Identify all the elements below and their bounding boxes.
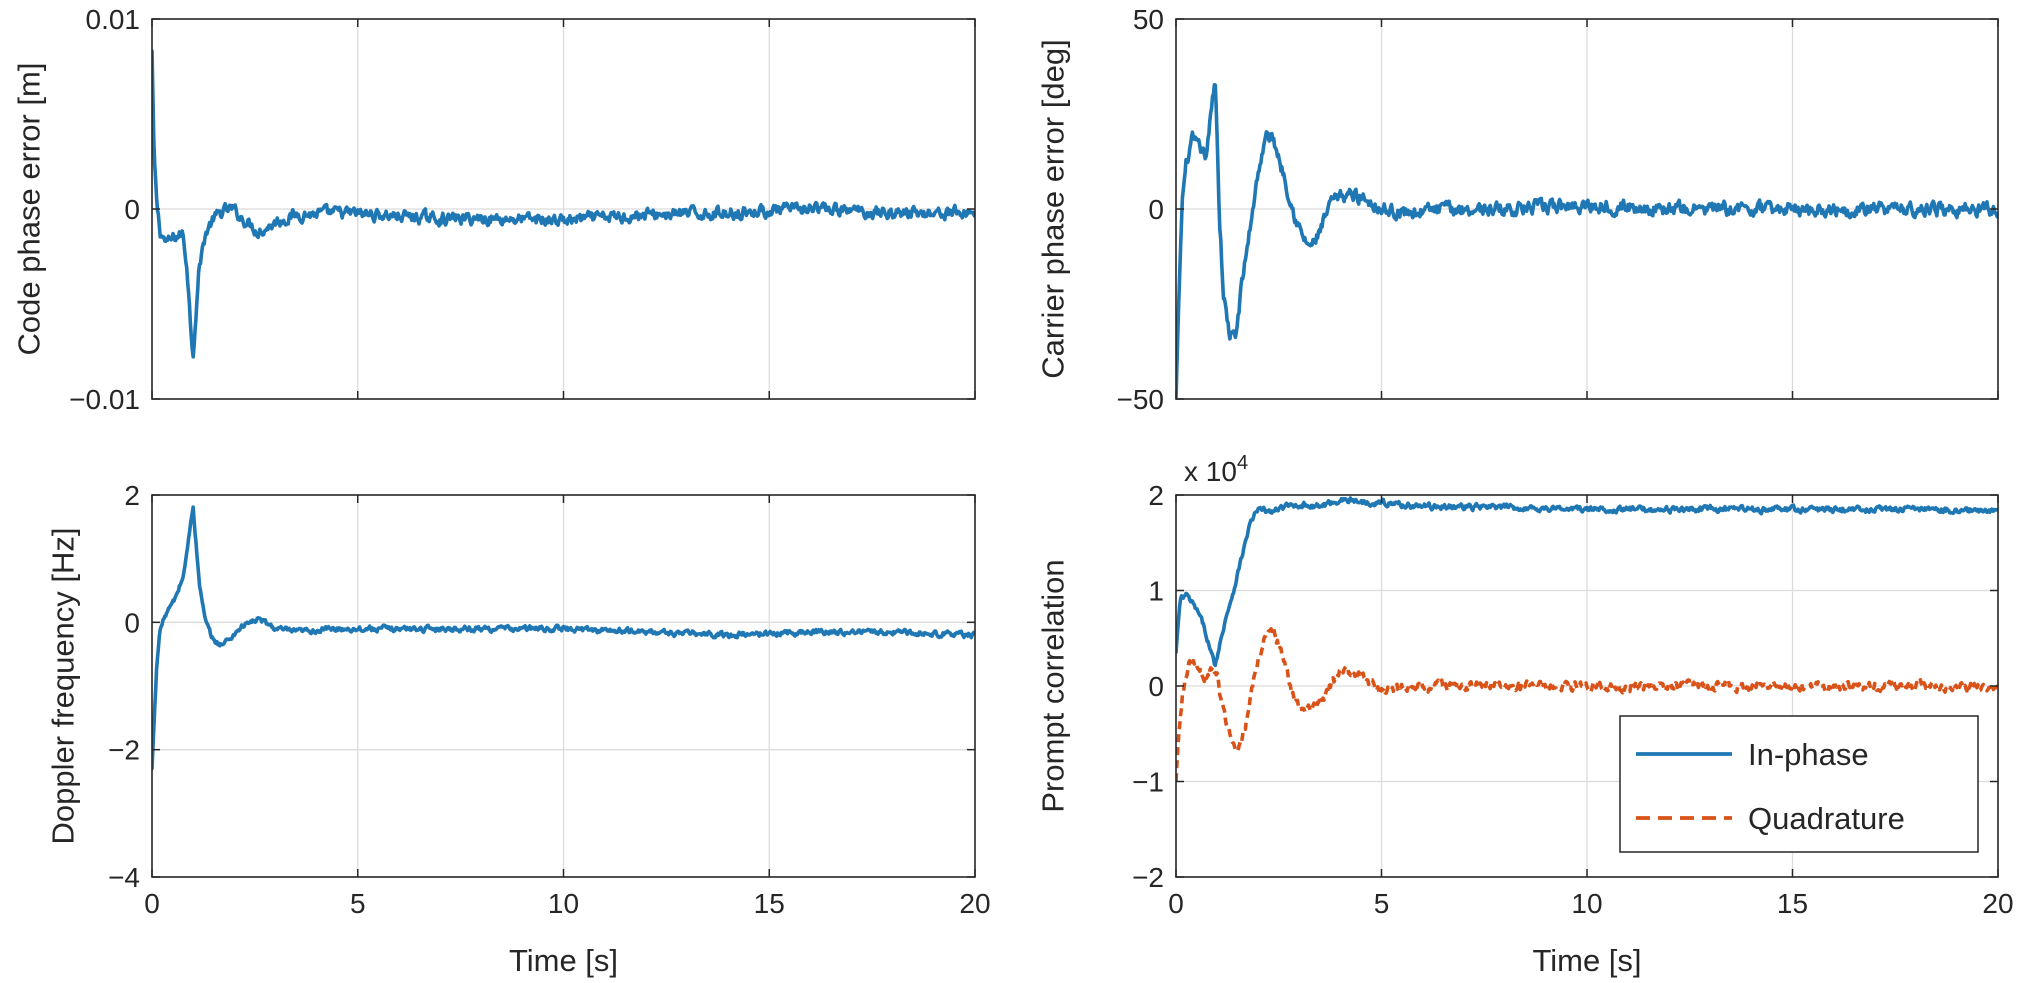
legend-box: [1619, 715, 1979, 853]
x-tick-label: 0: [144, 888, 160, 919]
series-line-signal: [152, 49, 975, 359]
y-tick-label: −50: [1117, 384, 1165, 415]
x-tick-label: 20: [1982, 888, 2013, 919]
x-tick-label: 0: [1168, 888, 1184, 919]
x-tick-label: 5: [350, 888, 366, 919]
y-tick-label: 0.01: [86, 4, 141, 35]
y-tick-label: 0: [1148, 671, 1164, 702]
y-tick-label: −2: [1132, 862, 1164, 893]
y-tick-label: 0: [1148, 194, 1164, 225]
x-tick-label: 15: [1777, 888, 1808, 919]
y-tick-label: −1: [1132, 767, 1164, 798]
y-tick-label: 1: [1148, 576, 1164, 607]
series-line-signal: [152, 505, 975, 771]
x-tick-label: 10: [1571, 888, 1602, 919]
y-tick-label: 2: [124, 480, 140, 511]
legend-label: In-phase: [1748, 737, 1869, 772]
y-tick-label: 0: [124, 607, 140, 638]
x-axis-label: Time [s]: [1532, 943, 1641, 978]
subplot-prompt: 0 5 10 15 20 −2 −1 0 1 2 Time [s] Prompt correlatio…: [1036, 452, 2014, 978]
subplot-carrier-phase: −50 0 50 Carrier phase error [deg]: [1036, 4, 1999, 415]
y-tick-label: 50: [1133, 4, 1164, 35]
y-tick-label: −2: [108, 735, 140, 766]
y-tick-label: 2: [1148, 480, 1164, 511]
x-axis-label: Time [s]: [509, 943, 618, 978]
x-tick-label: 20: [959, 888, 990, 919]
series-line-in-phase: [1176, 496, 1998, 668]
series-line-quadrature: [1176, 626, 1998, 782]
y-axis-label: Prompt correlation: [1036, 559, 1071, 812]
y-axis-label: Code phase error [m]: [12, 63, 47, 356]
series-line-signal: [1176, 83, 1998, 399]
subplot-code-phase: −0.01 0 0.01 Code phase error [m]: [12, 4, 976, 415]
x-tick-label: 15: [754, 888, 785, 919]
exponent-label: x 104: [1184, 452, 1248, 487]
x-tick-label: 5: [1374, 888, 1390, 919]
y-tick-label: −0.01: [69, 384, 140, 415]
x-tick-label: 10: [548, 888, 579, 919]
y-axis-label: Doppler frequency [Hz]: [46, 527, 81, 844]
y-tick-label: −4: [108, 862, 140, 893]
y-tick-label: 0: [124, 194, 140, 225]
y-axis-label: Carrier phase error [deg]: [1036, 39, 1071, 378]
subplot-doppler: 0 5 10 15 20 −4 −2 0 2 Time [s] Doppler frequency …: [46, 480, 991, 978]
legend-label: Quadrature: [1748, 801, 1905, 836]
legend: In-phase Quadrature: [1619, 715, 1979, 853]
